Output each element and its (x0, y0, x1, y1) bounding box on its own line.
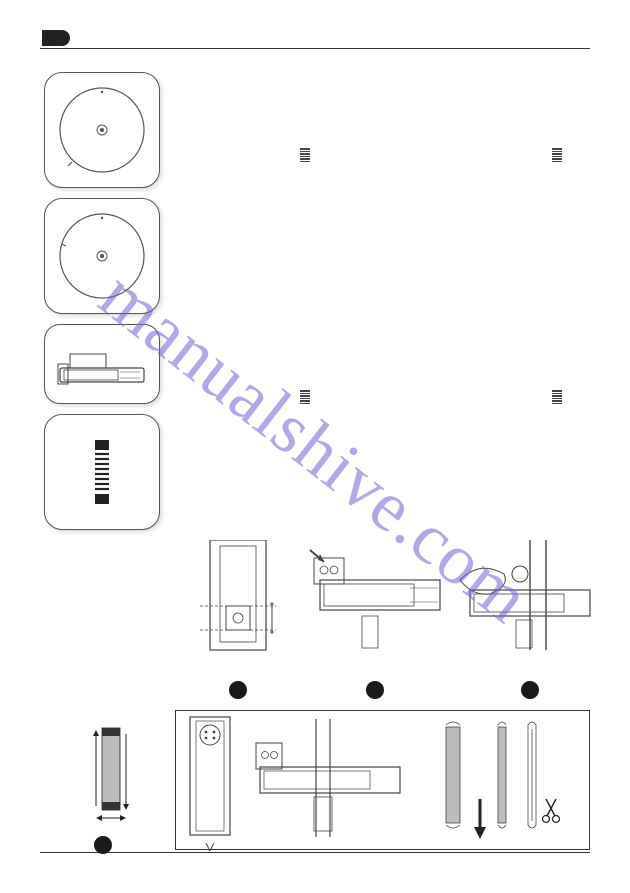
buttonhole-stitch-icon (77, 432, 127, 512)
dial-panel-1 (44, 72, 160, 188)
stitch-marker-1 (300, 148, 310, 162)
bottom-diagrams-icon (176, 711, 591, 851)
stitch-marker-4 (552, 390, 562, 404)
dial-icon-2 (52, 206, 152, 306)
stitch-marker-2 (552, 148, 562, 162)
stitch-panel (44, 414, 160, 530)
buttonhole-arrows (82, 720, 142, 835)
stitch-marker-3 (300, 390, 310, 404)
rule-bottom (40, 852, 590, 853)
step-dot-d (94, 836, 112, 854)
left-panel-column (44, 72, 174, 530)
bottom-diagram-box (175, 710, 590, 850)
diagram-row (200, 540, 600, 710)
page-tab-icon (42, 30, 70, 46)
foot-panel (44, 324, 160, 404)
buttonhole-foot-icon (52, 334, 152, 394)
dial-panel-2 (44, 198, 160, 314)
rule-top (40, 48, 590, 49)
diagrams-abc-icon (200, 540, 600, 710)
dial-icon-1 (52, 80, 152, 180)
